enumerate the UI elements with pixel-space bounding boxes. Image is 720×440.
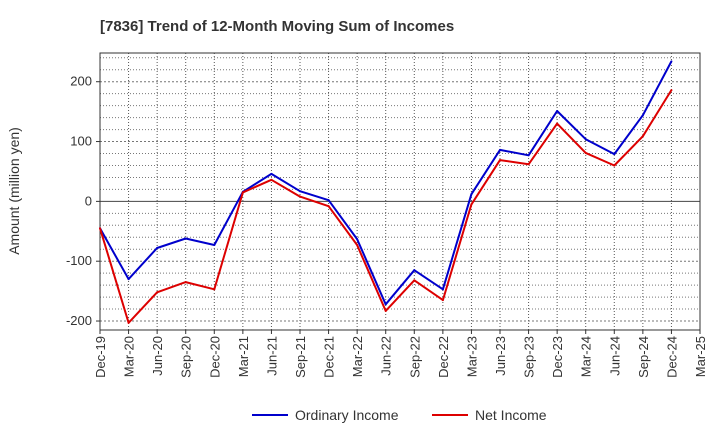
x-tick-label: Sep-22 — [407, 336, 422, 378]
data-point — [299, 195, 301, 198]
x-tick-label: Mar-24 — [579, 336, 594, 377]
data-point — [470, 193, 473, 196]
data-point — [499, 148, 501, 151]
data-point — [184, 237, 187, 240]
x-tick-label: Dec-21 — [322, 336, 337, 378]
legend-label: Ordinary Income — [295, 407, 399, 423]
data-point — [556, 122, 559, 125]
data-point — [241, 191, 244, 194]
chart-title: [7836] Trend of 12-Month Moving Sum of I… — [100, 18, 454, 35]
y-tick-label: -200 — [66, 313, 92, 328]
data-point — [384, 303, 387, 306]
x-tick-label: Mar-20 — [122, 336, 137, 377]
series-lines — [99, 60, 673, 324]
data-point — [384, 309, 387, 312]
x-tick-label: Jun-20 — [150, 336, 165, 376]
data-point — [584, 151, 587, 154]
x-tick-label: Mar-23 — [464, 336, 479, 377]
data-point — [527, 154, 530, 157]
y-tick-label: 100 — [70, 134, 92, 149]
x-tick-label: Dec-23 — [550, 336, 565, 378]
x-tick-label: Jun-23 — [493, 336, 508, 376]
legend: Ordinary Income Net Income — [252, 407, 547, 423]
x-tick-label: Jun-22 — [379, 336, 394, 376]
x-tick-label: Mar-22 — [350, 336, 365, 377]
x-tick-label: Sep-23 — [522, 336, 537, 378]
x-tick-label: Mar-25 — [693, 336, 708, 377]
x-tick-label: Dec-19 — [93, 336, 108, 378]
data-point — [527, 163, 530, 166]
data-point — [413, 269, 416, 272]
data-point — [127, 321, 130, 324]
data-point — [556, 110, 559, 113]
x-tick-label: Dec-24 — [664, 336, 679, 378]
data-point — [670, 60, 673, 63]
grid — [100, 53, 700, 330]
data-point — [413, 279, 416, 282]
data-point — [441, 288, 444, 291]
data-point — [127, 278, 130, 281]
x-tick-label: Sep-21 — [293, 336, 308, 378]
y-tick-label: 200 — [70, 74, 92, 89]
x-tick-label: Mar-21 — [236, 336, 251, 377]
data-point — [584, 138, 587, 141]
data-point — [213, 288, 216, 291]
data-point — [470, 203, 473, 206]
data-point — [641, 135, 644, 138]
data-point — [356, 244, 359, 247]
data-point — [156, 291, 159, 294]
data-point — [184, 281, 187, 284]
data-point — [327, 199, 330, 202]
data-point — [327, 205, 330, 208]
data-point — [99, 227, 101, 230]
data-point — [613, 153, 616, 156]
x-tick-label: Dec-22 — [436, 336, 451, 378]
data-point — [670, 89, 673, 92]
x-tick-label: Sep-24 — [636, 336, 651, 378]
legend-label: Net Income — [475, 407, 547, 423]
data-point — [270, 172, 273, 175]
data-point — [156, 247, 159, 250]
data-point — [441, 299, 444, 302]
y-axis-label: Amount (million yen) — [6, 127, 22, 255]
y-tick-label: 0 — [85, 193, 92, 208]
data-point — [641, 114, 644, 117]
data-point — [499, 159, 501, 162]
x-tick-label: Dec-20 — [207, 336, 222, 378]
data-point — [356, 238, 359, 241]
y-tick-label: -100 — [66, 253, 92, 268]
data-point — [213, 244, 216, 247]
data-point — [270, 178, 273, 181]
data-point — [613, 164, 616, 167]
x-tick-label: Jun-21 — [264, 336, 279, 376]
plot-frame — [99, 52, 701, 331]
data-point — [299, 190, 301, 193]
x-tick-label: Jun-24 — [607, 336, 622, 376]
x-tick-label: Sep-20 — [179, 336, 194, 378]
